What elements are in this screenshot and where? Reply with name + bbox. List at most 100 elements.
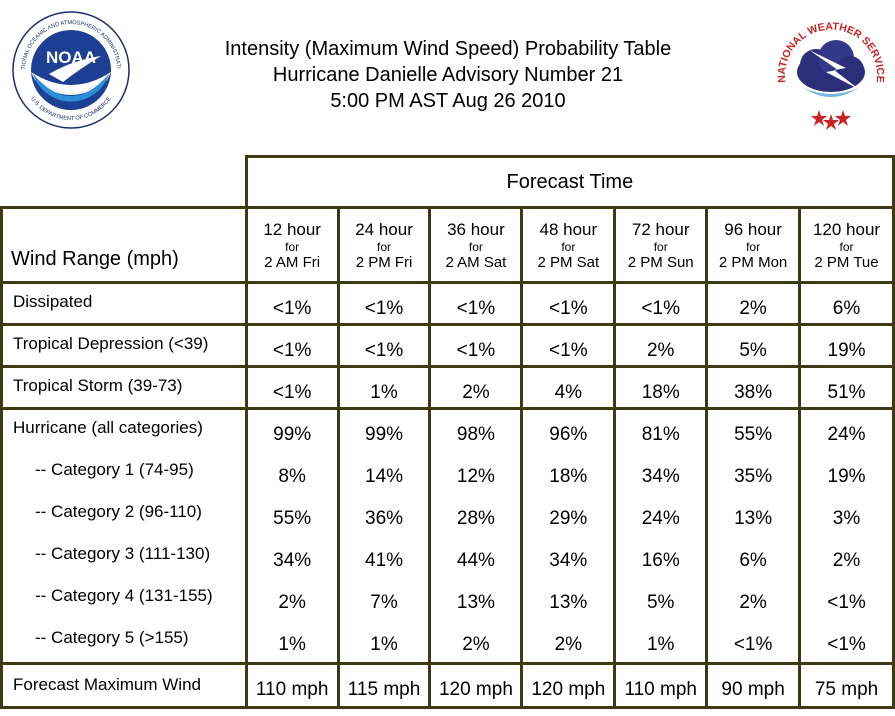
probability-cell: 1% xyxy=(278,634,306,655)
row-label: Dissipated xyxy=(0,281,248,326)
table-row: Dissipated <1% <1% <1% <1% <1% 2% 6% xyxy=(0,281,895,326)
category-label: -- Category 5 (>155) xyxy=(35,628,189,647)
probability-cell: 6% xyxy=(739,550,767,571)
max-wind-row: Forecast Maximum Wind 110 mph 115 mph 12… xyxy=(0,662,895,709)
nws-logo: NATIONAL WEATHER SERVICE xyxy=(776,21,886,130)
page-title: Intensity (Maximum Wind Speed) Probabili… xyxy=(150,36,746,114)
probability-cell: <1% xyxy=(428,281,524,326)
probability-cell: 96% xyxy=(549,424,588,445)
probability-cell: 41% xyxy=(365,550,404,571)
title-line-1: Intensity (Maximum Wind Speed) Probabili… xyxy=(224,38,672,60)
hurricane-values: 96% 18% 29% 34% 13% 2% xyxy=(520,407,617,665)
svg-text:NOAA: NOAA xyxy=(46,48,96,67)
probability-cell: 38% xyxy=(705,365,802,410)
hurricane-group: Hurricane (all categories) -- Category 1 … xyxy=(0,407,895,665)
probability-cell: 13% xyxy=(734,508,773,529)
max-wind-value: 110 mph xyxy=(613,662,709,709)
wind-range-header: Wind Range (mph) xyxy=(0,206,248,284)
category-label: -- Category 4 (131-155) xyxy=(35,586,213,605)
max-wind-value: 90 mph xyxy=(705,662,802,709)
probability-cell: 34% xyxy=(641,466,680,487)
probability-cell: <1% xyxy=(613,281,709,326)
probability-cell: 5% xyxy=(705,323,802,368)
probability-cell: 18% xyxy=(613,365,709,410)
hurricane-values: 98% 12% 28% 44% 13% 2% xyxy=(428,407,524,665)
column-header: 36 hour for 2 AM Sat xyxy=(428,206,524,284)
title-line-3: 5:00 PM AST Aug 26 2010 xyxy=(330,90,566,112)
category-label: -- Category 1 (74-95) xyxy=(35,460,194,479)
probability-cell: 34% xyxy=(273,550,312,571)
probability-cell: 12% xyxy=(456,466,495,487)
probability-cell: 16% xyxy=(641,550,680,571)
probability-cell: <1% xyxy=(827,634,866,655)
hurricane-values: 55% 35% 13% 6% 2% <1% xyxy=(705,407,802,665)
max-wind-value: 75 mph xyxy=(798,662,895,709)
probability-cell: 1% xyxy=(646,634,675,655)
probability-cell: 99% xyxy=(273,424,312,445)
probability-cell: 1% xyxy=(336,365,432,410)
probability-cell: 2% xyxy=(613,323,709,368)
max-wind-label: Forecast Maximum Wind xyxy=(0,662,248,709)
forecast-time-header: Forecast Time xyxy=(244,155,895,209)
probability-cell: 3% xyxy=(832,508,861,529)
row-label: Hurricane (all categories) xyxy=(13,418,203,437)
probability-cell: 55% xyxy=(734,424,773,445)
row-label: Tropical Storm (39-73) xyxy=(0,365,248,410)
probability-cell: <1% xyxy=(244,281,340,326)
probability-cell: 81% xyxy=(641,424,680,445)
probability-cell: 4% xyxy=(520,365,617,410)
probability-cell: 5% xyxy=(646,592,675,613)
probability-cell: 14% xyxy=(365,466,404,487)
probability-cell: 29% xyxy=(549,508,588,529)
hurricane-values: 81% 34% 24% 16% 5% 1% xyxy=(613,407,709,665)
probability-cell: <1% xyxy=(244,323,340,368)
table-row: Tropical Depression (<39) <1% <1% <1% <1% 2% 5… xyxy=(0,323,895,368)
probability-cell: <1% xyxy=(336,323,432,368)
column-header: 120 hour for 2 PM Tue xyxy=(798,206,895,284)
probability-cell: 24% xyxy=(641,508,680,529)
probability-cell: 19% xyxy=(827,466,866,487)
probability-cell: 2% xyxy=(462,634,490,655)
probability-cell: 2% xyxy=(705,281,802,326)
probability-cell: 2% xyxy=(739,592,767,613)
title-line-2: Hurricane Danielle Advisory Number 21 xyxy=(272,64,624,86)
probability-cell: 2% xyxy=(832,550,861,571)
probability-cell: <1% xyxy=(733,634,773,655)
max-wind-value: 110 mph xyxy=(244,662,340,709)
probability-cell: 2% xyxy=(428,365,524,410)
column-header: 72 hour for 2 PM Sun xyxy=(613,206,709,284)
probability-cell: 99% xyxy=(365,424,404,445)
probability-cell: 19% xyxy=(798,323,895,368)
probability-cell: <1% xyxy=(520,323,617,368)
probability-cell: <1% xyxy=(336,281,432,326)
probability-cell: 44% xyxy=(456,550,495,571)
max-wind-value: 120 mph xyxy=(428,662,524,709)
probability-cell: 6% xyxy=(798,281,895,326)
probability-cell: 1% xyxy=(370,634,398,655)
probability-cell: 51% xyxy=(798,365,895,410)
probability-cell: <1% xyxy=(827,592,866,613)
noaa-logo: NOAA NATIONAL OCEANIC AND ATMOSPHERIC AD… xyxy=(11,10,130,129)
category-label: -- Category 3 (111-130) xyxy=(35,544,211,563)
probability-cell: 28% xyxy=(456,508,495,529)
probability-cell: 36% xyxy=(365,508,404,529)
column-header: 24 hour for 2 PM Fri xyxy=(336,206,432,284)
probability-cell: 35% xyxy=(734,466,773,487)
probability-cell: 2% xyxy=(554,634,583,655)
probability-cell: 8% xyxy=(278,466,306,487)
probability-cell: 98% xyxy=(456,424,495,445)
probability-table: Forecast Time Wind Range (mph) 12 hour fo… xyxy=(0,155,895,709)
probability-cell: 55% xyxy=(273,508,312,529)
table-row: Tropical Storm (39-73) <1% 1% 2% 4% 18% 38% 51% xyxy=(0,365,895,410)
hurricane-values: 99% 14% 36% 41% 7% 1% xyxy=(336,407,432,665)
probability-cell: <1% xyxy=(428,323,524,368)
probability-cell: 13% xyxy=(549,592,588,613)
max-wind-value: 115 mph xyxy=(336,662,432,709)
hurricane-values: 24% 19% 3% 2% <1% <1% xyxy=(798,407,895,665)
column-header: 12 hour for 2 AM Fri xyxy=(244,206,340,284)
probability-cell: 18% xyxy=(549,466,588,487)
probability-cell: 2% xyxy=(278,592,306,613)
max-wind-value: 120 mph xyxy=(520,662,617,709)
category-label: -- Category 2 (96-110) xyxy=(35,502,202,521)
column-header: 96 hour for 2 PM Mon xyxy=(705,206,802,284)
